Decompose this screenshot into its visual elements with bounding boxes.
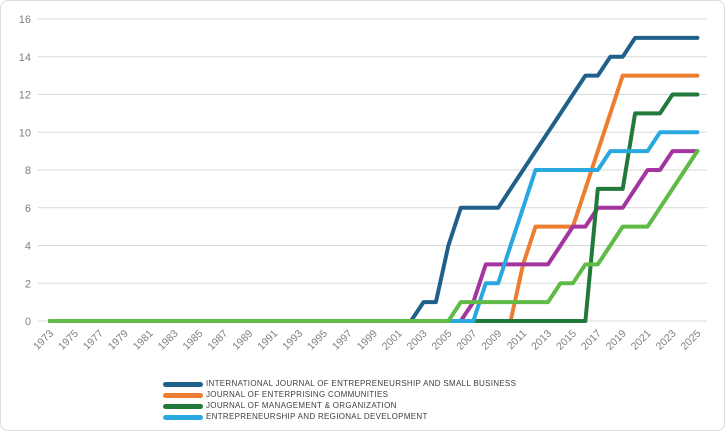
series-line-journal-of-enterprising-communities [48,73,700,323]
x-tick-label-2005: 2005 [430,328,455,353]
legend-label: JOURNAL OF MANAGEMENT & ORGANIZATION [206,401,397,410]
series-line-light-green [48,149,700,323]
x-tick-label-1979: 1979 [106,328,131,353]
x-tick-label-1987: 1987 [205,328,230,353]
x-tick-label-2017: 2017 [579,328,604,353]
y-tick-label-6: 6 [25,203,31,215]
legend-swatch-icon [163,403,203,409]
y-tick-label-2: 2 [25,278,31,290]
series-line-entrepreneurship-and-regional-development [48,130,700,323]
x-tick-label-2011: 2011 [505,328,530,353]
legend-swatch-icon [163,392,203,398]
x-tick-label-1991: 1991 [255,328,280,353]
x-tick-label-2013: 2013 [529,328,554,353]
x-tick-label-2019: 2019 [604,328,629,353]
legend-item: ENTREPRENEURSHIP AND REGIONAL DEVELOPMEN… [163,412,516,422]
x-tick-label-2007: 2007 [454,328,479,353]
series-line-magenta [48,149,700,323]
legend-swatch-icon [163,414,203,420]
x-tick-label-2001: 2001 [380,328,405,353]
legend-label: INTERNATIONAL JOURNAL OF ENTREPRENEURSHI… [206,379,517,388]
legend-swatch-icon [163,381,203,387]
y-tick-label-16: 16 [19,14,31,26]
x-tick-label-2009: 2009 [479,328,504,353]
y-tick-label-4: 4 [25,241,31,253]
chart-legend: INTERNATIONAL JOURNAL OF ENTREPRENEURSHI… [163,379,516,422]
x-tick-label-1985: 1985 [181,328,206,353]
x-tick-label-2021: 2021 [629,328,654,353]
series-line-international-journal-of-entrepreneurship-and-small-business [48,35,700,323]
y-tick-label-8: 8 [25,165,31,177]
legend-label: JOURNAL OF ENTERPRISING COMMUNITIES [206,390,389,399]
x-tick-label-1989: 1989 [230,328,255,353]
x-tick-label-1993: 1993 [280,328,305,353]
y-tick-label-12: 12 [19,90,31,102]
x-tick-label-2003: 2003 [405,328,430,353]
y-tick-label-0: 0 [25,316,31,328]
y-tick-label-10: 10 [19,127,31,139]
x-tick-label-1995: 1995 [305,328,330,353]
x-tick-label-2025: 2025 [679,328,704,353]
x-tick-label-1997: 1997 [330,328,355,353]
x-tick-label-1981: 1981 [131,328,156,353]
x-tick-label-1977: 1977 [81,328,106,353]
legend-label: ENTREPRENEURSHIP AND REGIONAL DEVELOPMEN… [206,412,428,421]
x-tick-label-1973: 1973 [31,328,56,353]
legend-item: JOURNAL OF ENTERPRISING COMMUNITIES [163,390,516,400]
x-tick-label-2023: 2023 [654,328,679,353]
y-tick-label-14: 14 [19,52,31,64]
x-tick-label-1975: 1975 [56,328,81,353]
legend-item: INTERNATIONAL JOURNAL OF ENTREPRENEURSHI… [163,379,516,389]
x-tick-label-1999: 1999 [355,328,380,353]
x-tick-label-2015: 2015 [554,328,579,353]
x-tick-label-1983: 1983 [156,328,181,353]
legend-item: JOURNAL OF MANAGEMENT & ORGANIZATION [163,401,516,411]
